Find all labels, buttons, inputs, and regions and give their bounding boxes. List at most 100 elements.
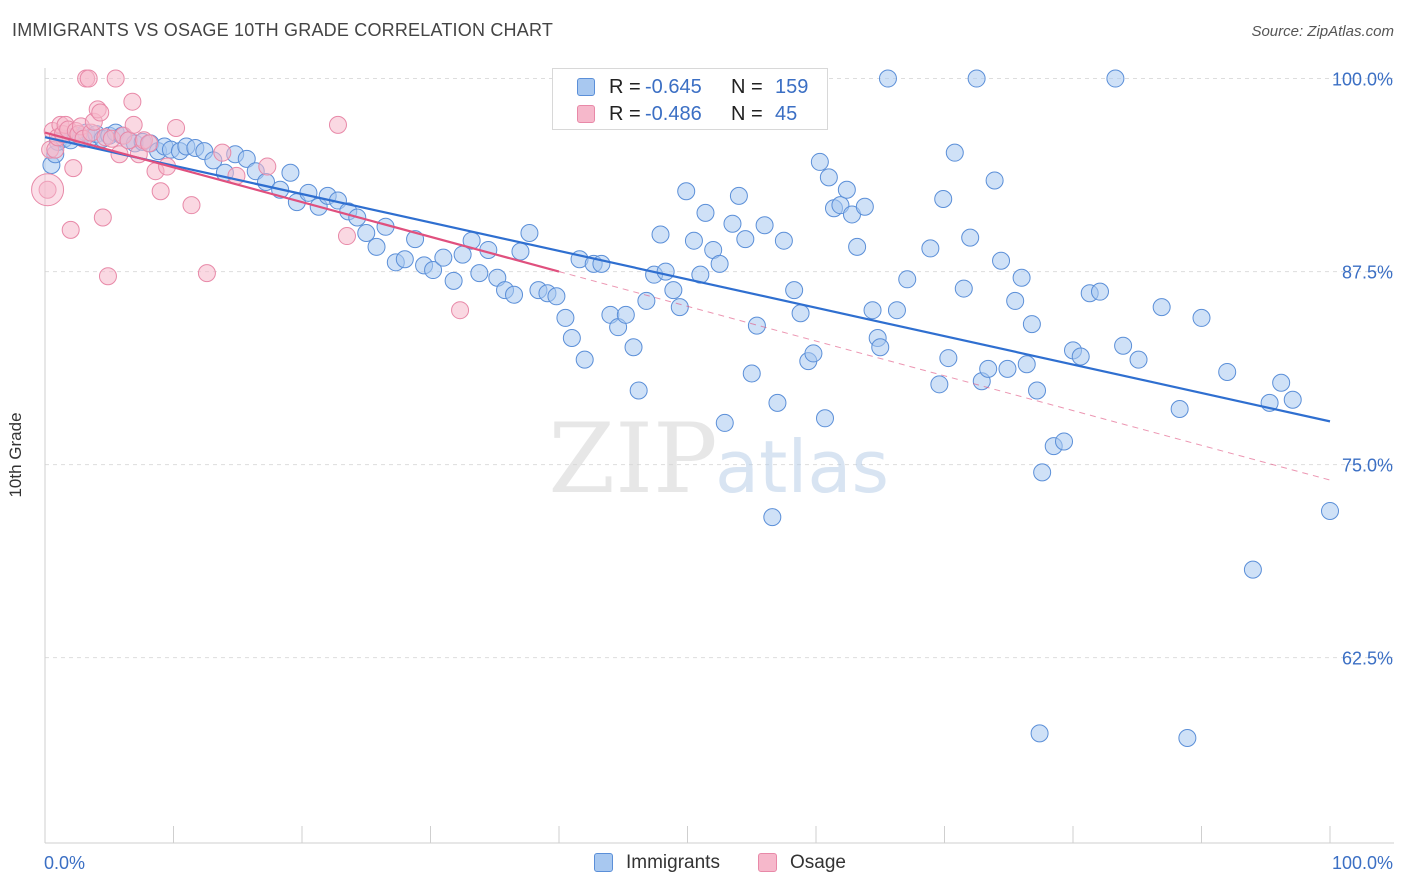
tick-labels: 100.0% 87.5% 75.0% 62.5% 0.0% 100.0% [44,70,1393,873]
source-label: Source: ZipAtlas.com [1251,23,1394,40]
data-point [167,118,186,137]
data-point [715,413,734,432]
data-point [848,237,867,256]
data-point [1106,69,1125,88]
data-point [1283,390,1302,409]
osage-swatch [577,105,595,123]
legend-n-label: N = [731,76,763,98]
series-legend: Immigrants Osage [0,852,1406,876]
data-point [967,69,986,88]
immigrants-swatch [577,78,595,96]
watermark-atlas: atlas [715,425,889,509]
data-point [755,216,774,235]
data-point [898,270,917,289]
data-point [119,131,138,150]
data-point [819,168,838,187]
osage-trend-line [44,131,560,273]
data-point [556,308,575,327]
data-point [736,230,755,249]
data-point [1033,463,1052,482]
data-point [684,231,703,250]
data-point [140,134,159,153]
data-point [38,180,57,199]
data-point [1071,347,1090,366]
data-point [651,225,670,244]
data-point [470,264,489,283]
data-point [213,143,232,162]
legend-r-label: R = [609,103,641,125]
x-tick-label: 0.0% [44,853,85,873]
data-point [934,189,953,208]
data-point [939,349,958,368]
data-point [237,149,256,168]
immigrants-swatch [594,853,613,872]
data-point [930,375,949,394]
data-point [1090,282,1109,301]
data-point [710,254,729,273]
data-point [562,328,581,347]
data-point [547,287,566,306]
data-point [863,301,882,320]
data-point [804,344,823,363]
legend-r-value: -0.645 [645,76,702,98]
correlation-legend: R = -0.645 N = 159 R = -0.486 N = 45 [552,68,828,130]
data-point [723,214,742,233]
data-point [357,223,376,242]
data-point [182,196,201,215]
data-point [656,262,675,281]
data-point [664,281,683,300]
data-point [979,359,998,378]
data-point [637,291,656,310]
legend-label-osage: Osage [790,852,846,873]
legend-label-immigrants: Immigrants [626,852,720,873]
data-point [1321,501,1339,520]
data-point [1129,350,1148,369]
y-tick-label: 100.0% [1332,70,1393,90]
data-point [1030,724,1049,743]
data-point [511,242,530,261]
data-point [395,250,414,269]
data-point [992,251,1011,270]
data-point [337,227,356,246]
data-point [810,152,829,171]
data-point [1192,308,1211,327]
data-point [1243,560,1262,579]
immigrants-trend-line [44,136,1331,423]
data-point [451,301,470,320]
y-tick-label: 75.0% [1342,456,1393,476]
data-point [98,267,117,286]
data-point [93,208,112,227]
data-point [1152,298,1171,317]
data-point [79,69,98,88]
data-point [1218,362,1237,381]
data-point [61,220,80,239]
data-point [281,163,300,182]
data-point [1178,728,1197,747]
data-point [258,157,277,176]
legend-row-osage: R = -0.486 N = 45 [553,101,827,127]
data-point [998,359,1017,378]
data-point [1006,291,1025,310]
data-point [1170,400,1189,419]
watermark-zip: ZIP [548,403,717,515]
data-point [791,304,810,323]
data-point [444,271,463,290]
data-point [763,508,782,527]
data-point [91,103,110,122]
data-point [921,239,940,258]
data-point [1114,336,1133,355]
data-point [123,92,142,111]
data-point [1028,381,1047,400]
data-point [768,393,787,412]
data-point [64,159,83,178]
data-point [1272,373,1291,392]
data-point [629,381,648,400]
data-point [871,338,890,357]
data-point [1022,315,1041,334]
data-point [954,279,973,298]
data-point [520,223,539,242]
trend-lines [44,131,1331,481]
data-point [151,182,170,201]
data-point [887,301,906,320]
